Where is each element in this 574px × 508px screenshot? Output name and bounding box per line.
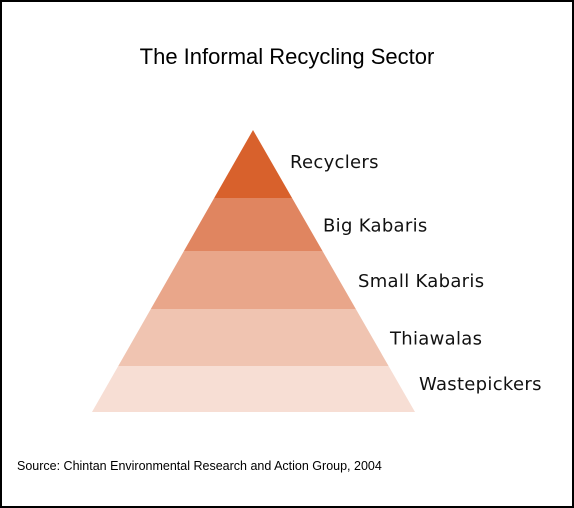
pyramid-level: [150, 251, 356, 309]
level-label: Big Kabaris: [323, 216, 428, 237]
pyramid: Recyclers Big Kabaris Small Kabaris Thiawal…: [92, 130, 542, 412]
pyramid-level: [183, 198, 323, 251]
pyramid-level: [92, 366, 415, 412]
title: The Informal Recycling Sector: [140, 44, 435, 69]
level-label: Wastepickers: [419, 374, 542, 395]
level-label: Thiawalas: [389, 329, 482, 350]
source: Source: Chintan Environmental Research a…: [17, 459, 382, 473]
pyramid-level: [118, 309, 389, 366]
level-label: Recyclers: [290, 152, 379, 173]
pyramid-level: [214, 130, 293, 198]
level-label: Small Kabaris: [358, 271, 484, 292]
